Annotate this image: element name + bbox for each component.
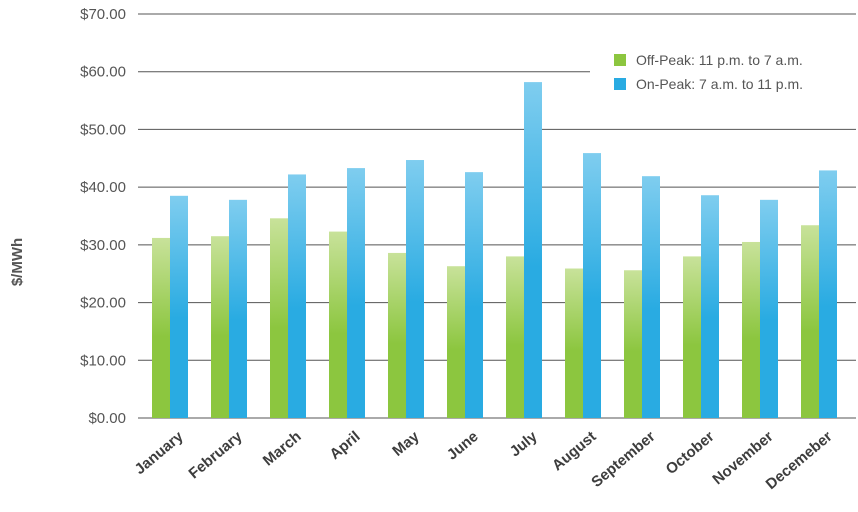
x-tick-label: January [132, 428, 188, 478]
y-tick-label: $50.00 [80, 121, 126, 138]
x-tick-label: February [185, 428, 246, 483]
bar-off-peak-november [742, 241, 760, 418]
legend-swatch [614, 78, 626, 90]
y-tick-label: $40.00 [80, 179, 126, 196]
bar-off-peak-october [683, 256, 701, 418]
bar-off-peak-june [447, 266, 465, 418]
gridlines [138, 13, 856, 419]
x-tick-label: May [389, 428, 423, 460]
y-axis-tick-labels: $0.00 $10.00 $20.00 $30.00 $40.00 $50.00 $60.0… [80, 6, 126, 427]
bar-off-peak-january [152, 237, 170, 418]
bar-off-peak-august [565, 268, 583, 418]
bar-off-peak-decemeber [801, 225, 819, 418]
bar-on-peak-decemeber [819, 170, 837, 418]
x-tick-label: September [588, 428, 658, 491]
x-tick-label: October [663, 428, 718, 478]
y-tick-label: $20.00 [80, 295, 126, 312]
x-tick-label: August [549, 428, 600, 474]
bar-on-peak-april [347, 168, 365, 418]
y-tick-label: $30.00 [80, 237, 126, 254]
legend-swatch [614, 54, 626, 66]
bar-on-peak-february [229, 199, 247, 418]
y-tick-label: $10.00 [80, 352, 126, 369]
bars [152, 82, 837, 419]
legend: Off-Peak: 11 p.m. to 7 a.m. On-Peak: 7 a.… [614, 52, 803, 92]
bar-on-peak-january [170, 195, 188, 418]
bar-off-peak-september [624, 270, 642, 418]
y-tick-label: $60.00 [80, 64, 126, 81]
bar-off-peak-february [211, 236, 229, 418]
bar-on-peak-august [583, 153, 601, 418]
bar-on-peak-july [524, 82, 542, 419]
legend-label: On-Peak: 7 a.m. to 11 p.m. [636, 76, 803, 92]
bar-off-peak-april [329, 231, 347, 418]
y-tick-label: $70.00 [80, 6, 126, 23]
y-tick-label: $0.00 [88, 410, 126, 427]
legend-label: Off-Peak: 11 p.m. to 7 a.m. [636, 52, 803, 68]
x-tick-label: July [507, 428, 541, 461]
bar-off-peak-july [506, 256, 524, 418]
bar-on-peak-october [701, 195, 719, 418]
x-tick-label: April [326, 428, 363, 463]
bar-on-peak-may [406, 160, 424, 418]
bar-on-peak-june [465, 172, 483, 418]
bar-on-peak-november [760, 199, 778, 418]
bar-on-peak-september [642, 176, 660, 418]
bar-off-peak-may [388, 252, 406, 418]
bar-off-peak-march [270, 218, 288, 418]
x-tick-label: March [260, 428, 305, 469]
bar-on-peak-march [288, 174, 306, 418]
x-tick-label: June [444, 428, 482, 464]
y-axis-label: $/MWh [9, 238, 26, 286]
